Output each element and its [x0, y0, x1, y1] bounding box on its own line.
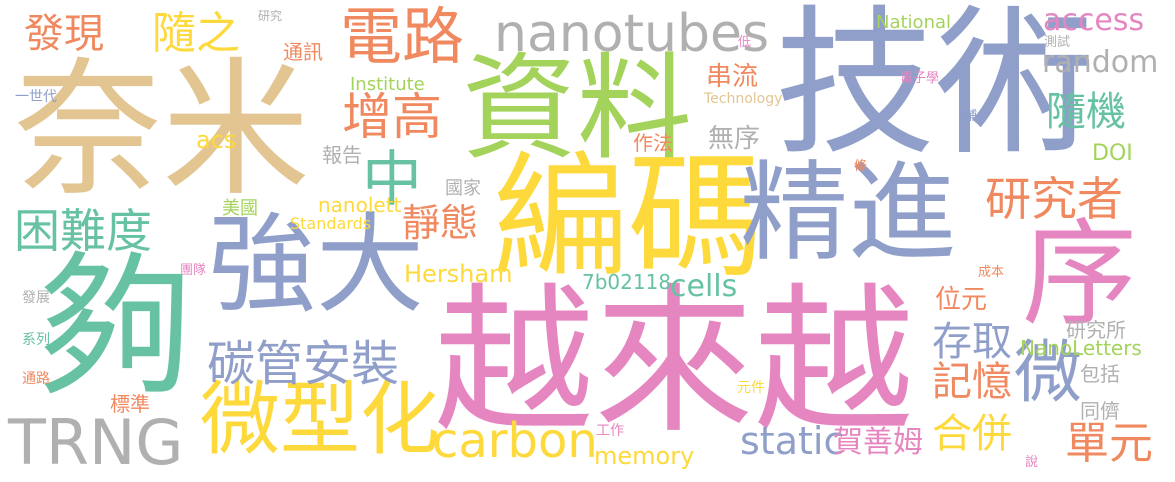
word: 說: [1025, 455, 1039, 470]
word: 成本: [978, 265, 1005, 280]
word: 低: [738, 35, 752, 50]
word: 報告: [322, 143, 362, 167]
word: 研究: [258, 9, 283, 23]
word: 7b02118: [582, 270, 672, 294]
word: 串流: [706, 62, 759, 92]
word: 越來越: [434, 268, 915, 455]
word: 存取: [932, 319, 1012, 365]
word: 碳管安裝: [207, 336, 400, 392]
word: 夠: [38, 237, 193, 418]
word: nanolett: [318, 193, 402, 217]
word: 微型化: [200, 373, 440, 466]
word: 同儕: [1080, 399, 1120, 423]
word: TRNG: [8, 406, 184, 479]
word: 無序: [708, 124, 761, 154]
word: 隨之: [152, 8, 240, 59]
word: 國家: [445, 178, 481, 199]
word: random: [1042, 45, 1159, 80]
word: Institute: [350, 74, 425, 95]
word: 奈米: [14, 44, 310, 216]
word: 鋪: [964, 109, 978, 124]
word: access: [1043, 3, 1145, 38]
word: Standards: [290, 214, 372, 233]
word: memory: [594, 442, 695, 470]
word: 條: [854, 159, 868, 174]
word: 作法: [633, 131, 673, 155]
word: nanotubes: [494, 4, 770, 64]
word: 賀善姆: [833, 425, 923, 460]
word: Technology: [704, 91, 783, 107]
word: 團隊: [180, 263, 207, 278]
word: Hersham: [404, 260, 513, 288]
word: 電子學: [900, 71, 940, 86]
word: NanoLetters: [1020, 336, 1142, 360]
word: 包括: [1080, 362, 1120, 386]
word: cells: [670, 269, 738, 304]
word: 工作: [596, 423, 624, 439]
word: 位元: [935, 285, 988, 315]
word: static: [740, 419, 845, 463]
word: 微: [1014, 334, 1083, 413]
word: 記憶: [932, 359, 1012, 405]
word: 靜態: [402, 201, 479, 245]
word: carbon: [432, 413, 598, 469]
word: 編碼: [493, 139, 763, 296]
word: 電路: [340, 0, 465, 73]
word: 強大: [208, 203, 425, 328]
word: 增高: [342, 88, 442, 146]
word: DOI: [1092, 141, 1133, 166]
word: 隨機: [1046, 89, 1126, 135]
word: 合併: [932, 411, 1012, 457]
word: 研究所: [1066, 318, 1126, 342]
word: 發展: [22, 290, 50, 306]
word: acs: [196, 126, 237, 154]
word: 技術: [775, 0, 1096, 177]
word: 單元: [1065, 418, 1153, 469]
word: 研究者: [985, 172, 1123, 226]
word: 系列: [22, 332, 50, 348]
word: 標準: [110, 392, 150, 416]
word: 元件: [737, 380, 765, 396]
word: 美國: [222, 198, 258, 219]
word: 精進: [740, 151, 957, 276]
word: 測試: [1044, 35, 1071, 50]
word: 中: [362, 145, 422, 215]
word: 發現: [24, 11, 104, 57]
word: 一世代: [15, 89, 57, 105]
word: 通路: [22, 371, 50, 387]
word: National: [876, 12, 952, 33]
word: 序: [1022, 208, 1138, 342]
word: 困難度: [14, 204, 152, 258]
word: 通訊: [283, 40, 323, 64]
word: 資料: [462, 42, 693, 176]
